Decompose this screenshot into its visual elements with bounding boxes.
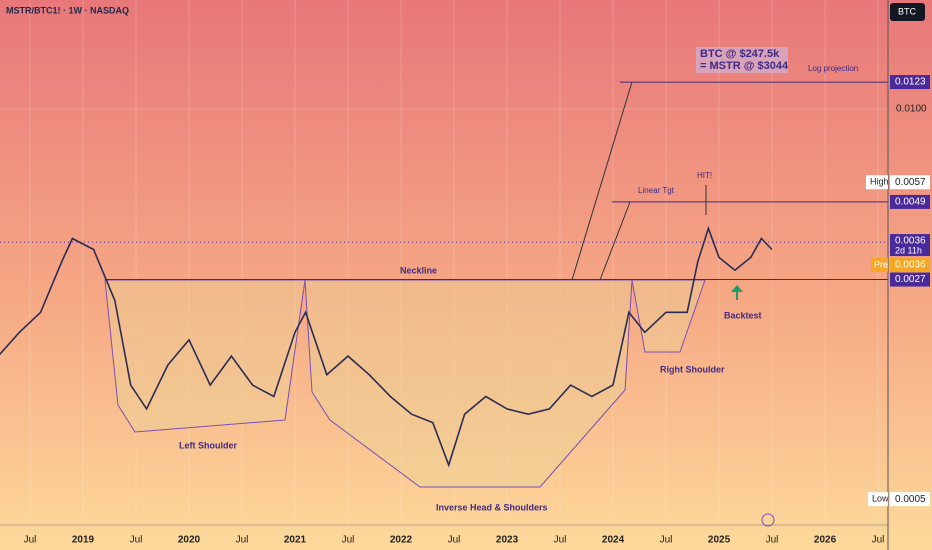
low-name: Low [872,494,889,504]
countdown: 2d 11h [895,245,922,255]
x-tick-label: Jul [236,535,249,546]
mstr-target: = MSTR @ $3044 [700,60,789,72]
level-label: 0.0049 [895,197,926,208]
pre-value: 0.0036 [895,260,926,271]
linear-target-label: Linear Tgt [638,186,675,195]
high-name-tag [866,175,888,190]
left-shoulder-shape [104,279,306,433]
x-tick-label: Jul [448,535,461,546]
x-tick-label: 2024 [602,535,625,546]
y-tick-label: 0.0100 [896,104,927,115]
symbol-button-label[interactable]: BTC [898,6,917,16]
neckline-label: Neckline [400,265,437,275]
high-tag [890,175,930,190]
x-tick-label: Jul [24,535,37,546]
x-tick-label: Jul [660,535,673,546]
x-tick-label: 2020 [178,535,201,546]
pre-name: Pre [874,259,888,269]
levels [0,81,888,281]
level-label: 0.0027 [895,274,926,285]
x-tick-label: 2019 [72,535,95,546]
plot [0,225,773,468]
backtest-label: Backtest [724,310,762,320]
grid [0,0,888,525]
x-tick-label: 2025 [708,535,731,546]
level-tag [890,75,930,90]
pre-name-tag [871,258,888,273]
low-name-tag [868,492,888,507]
x-tick-label: Jul [766,535,779,546]
head-shape [304,279,633,488]
level-tag [890,272,930,287]
price-line [0,225,773,468]
x-tick-label: Jul [872,535,885,546]
head-label: Inverse Head & Shoulders [436,502,548,512]
x-tick-label: 2021 [284,535,307,546]
hit-label: HIT! [697,171,712,180]
x-tick-label: Jul [130,535,143,546]
btc-target: BTC @ $247.5k [700,48,780,60]
low-tag [890,492,930,507]
linear-target-line [599,201,631,281]
backtest-arrow [731,285,743,300]
chart-title: MSTR/BTC1! · 1W · NASDAQ [6,5,129,15]
x-tick-label: 2022 [390,535,413,546]
last-value: 0.0036 [895,236,926,247]
x-tick-label: 2026 [814,535,837,546]
event-icon[interactable] [761,513,775,527]
x-tick-label: Jul [554,535,567,546]
high-value: 0.0057 [895,177,926,188]
pre-tag [890,258,930,273]
projection-line [571,81,633,281]
x-tick-label: Jul [342,535,355,546]
log-projection-label: Log projection [808,64,858,73]
symbol-button[interactable] [890,3,925,21]
target-box [696,47,788,73]
high-name: High [870,177,889,187]
level-tag [890,194,930,209]
low-value: 0.0005 [895,494,926,505]
x-tick-label: 2023 [496,535,519,546]
level-label: 0.0123 [895,77,926,88]
right-shoulder-label: Right Shoulder [660,364,725,374]
last-tag [890,234,930,257]
left-shoulder-label: Left Shoulder [179,440,237,450]
